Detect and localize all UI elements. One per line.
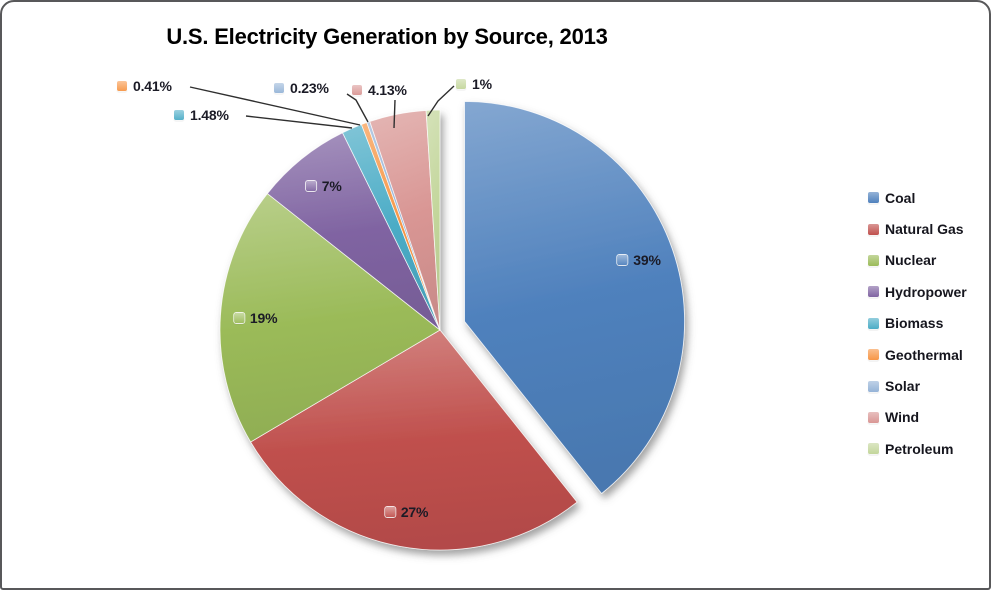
leader-line-petroleum [427, 85, 455, 117]
data-label-wind: 4.13% [352, 82, 407, 98]
data-label-text: 27% [400, 503, 429, 520]
legend-item-wind: Wind [868, 402, 967, 433]
legend-key-icon [456, 79, 466, 89]
legend-key-icon [174, 110, 184, 120]
legend-swatch-icon [868, 286, 879, 298]
legend-label: Biomass [885, 315, 944, 332]
legend-item-geothermal: Geothermal [868, 339, 967, 370]
data-label-text: 4.13% [368, 82, 407, 98]
legend-item-hydropower: Hydropower [868, 276, 967, 307]
pie-slice-nuclear [219, 193, 441, 443]
chart-legend: Coal Natural Gas Nuclear Hydropower Biomass G… [868, 182, 967, 465]
data-label-geothermal: 0.41% [117, 78, 172, 94]
legend-swatch-icon [868, 443, 879, 455]
legend-item-coal: Coal [868, 182, 967, 213]
data-label-text: 0.41% [133, 78, 172, 94]
data-label-petroleum: 1% [456, 76, 492, 92]
leader-line-biomass [245, 115, 353, 129]
legend-label: Wind [885, 409, 920, 426]
data-label-text: 1.48% [190, 107, 229, 123]
legend-key-icon [305, 181, 316, 192]
legend-swatch-icon [868, 411, 879, 423]
legend-key-icon [384, 506, 395, 517]
leader-line-wind [393, 99, 396, 129]
data-label-natural-gas: 27% [384, 503, 429, 520]
legend-key-icon [117, 81, 127, 91]
leader-line-solar [346, 93, 369, 123]
legend-swatch-icon [868, 192, 879, 204]
data-label-coal: 39% [617, 252, 661, 269]
data-label-solar: 0.23% [274, 80, 329, 96]
pie-slice-petroleum [425, 109, 441, 331]
legend-item-biomass: Biomass [868, 308, 967, 339]
data-label-text: 39% [633, 252, 661, 269]
legend-item-nuclear: Nuclear [868, 245, 967, 276]
legend-swatch-icon [868, 349, 879, 361]
legend-swatch-icon [868, 223, 879, 235]
legend-label: Petroleum [885, 440, 954, 457]
data-label-text: 7% [321, 178, 342, 195]
legend-label: Solar [885, 378, 921, 395]
pie [219, 101, 685, 551]
data-label-text: 0.23% [290, 80, 329, 96]
leader-line-geothermal [189, 86, 361, 126]
legend-label: Geothermal [885, 346, 963, 363]
legend-label: Natural Gas [885, 221, 964, 238]
legend-item-petroleum: Petroleum [868, 433, 967, 464]
legend-item-solar: Solar [868, 370, 967, 401]
chart-title: U.S. Electricity Generation by Source, 2… [166, 24, 608, 49]
legend-item-natural-gas: Natural Gas [868, 213, 967, 244]
legend-swatch-icon [868, 380, 879, 392]
legend-key-icon [233, 312, 244, 323]
legend-swatch-icon [868, 317, 879, 329]
legend-label: Hydropower [885, 283, 967, 300]
data-label-text: 19% [249, 309, 278, 326]
data-label-biomass: 1.48% [174, 107, 229, 123]
data-label-text: 1% [472, 76, 492, 92]
legend-label: Nuclear [885, 252, 937, 269]
legend-key-icon [352, 85, 362, 95]
pie-slice-coal [464, 101, 685, 495]
legend-label: Coal [885, 189, 916, 206]
data-label-hydropower: 7% [305, 178, 342, 195]
legend-swatch-icon [868, 254, 879, 266]
legend-key-icon [274, 83, 284, 93]
pie-slice-natural-gas [250, 329, 578, 551]
data-label-nuclear: 19% [233, 309, 278, 326]
legend-key-icon [617, 255, 628, 266]
